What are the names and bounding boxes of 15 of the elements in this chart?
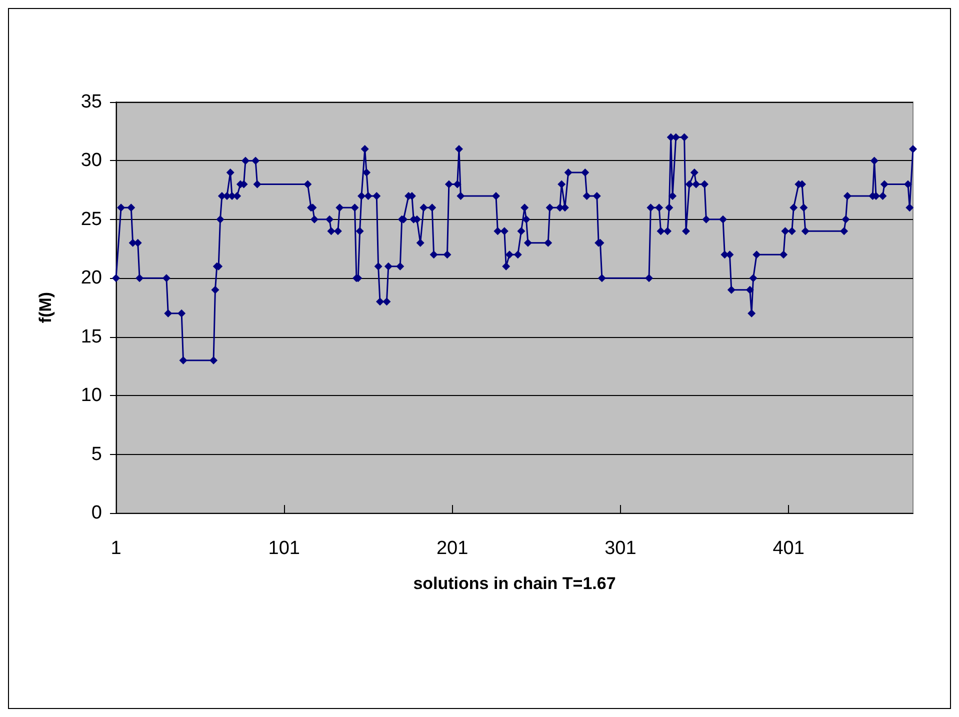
y-tick-label: 10 <box>80 385 102 406</box>
x-tick-label: 401 <box>772 538 804 559</box>
x-tick-label: 1 <box>110 538 122 559</box>
y-axis-title: f(M) <box>36 292 55 324</box>
x-tick-label: 301 <box>604 538 636 559</box>
y-tick-label: 35 <box>80 92 102 112</box>
x-tick-label: 201 <box>436 538 468 559</box>
y-tick-label: 20 <box>80 268 102 289</box>
x-tick-label: 101 <box>268 538 300 559</box>
y-tick-label: 5 <box>91 444 102 465</box>
y-tick-label: 0 <box>91 502 102 524</box>
y-tick-label: 15 <box>80 326 102 348</box>
x-axis-title: solutions in chain T=1.67 <box>413 574 616 593</box>
y-tick-label: 25 <box>80 208 102 230</box>
y-tick-label: 30 <box>80 150 102 172</box>
